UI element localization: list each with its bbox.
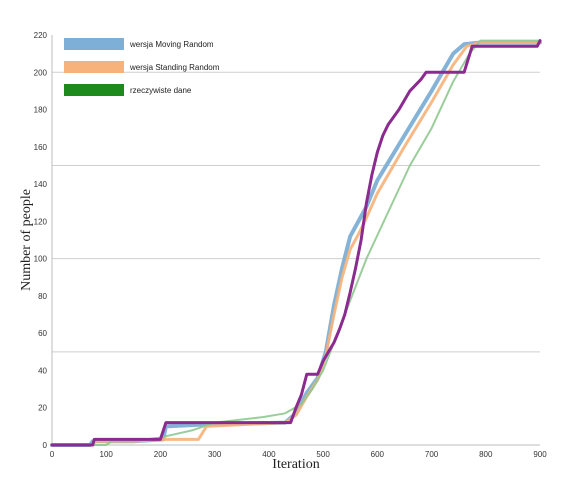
series-lines	[50, 39, 542, 447]
x-tick-label-6: 600	[371, 450, 385, 459]
y-tick-label-9: 180	[34, 106, 48, 115]
y-tick-labels: 0 20 40 60 80 100 120 140 160 180 200 220	[34, 31, 48, 450]
legend-label-moving-random: wersja Moving Random	[129, 40, 214, 49]
legend-label-real-data: rzeczywiste dane	[130, 86, 192, 95]
y-tick-label-11: 220	[34, 31, 48, 40]
x-tick-label-7: 700	[425, 450, 439, 459]
x-tick-labels: 0 100 200 300 400 500 600 700 800 900	[50, 450, 547, 459]
x-tick-label-2: 200	[154, 450, 168, 459]
y-tick-label-7: 140	[34, 180, 48, 189]
grid-lines	[52, 71, 540, 353]
axes	[51, 35, 540, 446]
x-tick-label-9: 900	[533, 450, 547, 459]
y-axis-title: Number of people	[19, 189, 34, 291]
y-tick-label-10: 200	[34, 68, 48, 77]
x-tick-label-5: 500	[316, 450, 330, 459]
y-tick-label-0: 0	[43, 441, 48, 450]
y-tick-label-3: 60	[38, 329, 47, 338]
x-axis-title: Iteration	[272, 457, 319, 472]
y-tick-label-2: 40	[38, 366, 47, 375]
y-tick-label-4: 80	[38, 292, 47, 301]
y-tick-label-6: 120	[34, 217, 48, 226]
y-tick-label-5: 100	[34, 255, 48, 264]
legend-swatch-standing-random	[64, 61, 124, 73]
x-tick-label-1: 100	[100, 450, 114, 459]
x-tick-label-4: 400	[262, 450, 276, 459]
series-line-3	[50, 39, 542, 447]
legend-swatch-moving-random	[64, 38, 124, 50]
legend-label-standing-random: wersja Standing Random	[129, 63, 220, 72]
legend: wersja Moving Random wersja Standing Ran…	[64, 38, 220, 96]
x-tick-label-3: 300	[208, 450, 222, 459]
x-tick-label-8: 800	[479, 450, 493, 459]
legend-swatch-real-data	[64, 84, 124, 96]
y-tick-label-1: 20	[38, 404, 47, 413]
y-tick-label-8: 160	[34, 143, 48, 152]
x-tick-label-0: 0	[50, 450, 55, 459]
